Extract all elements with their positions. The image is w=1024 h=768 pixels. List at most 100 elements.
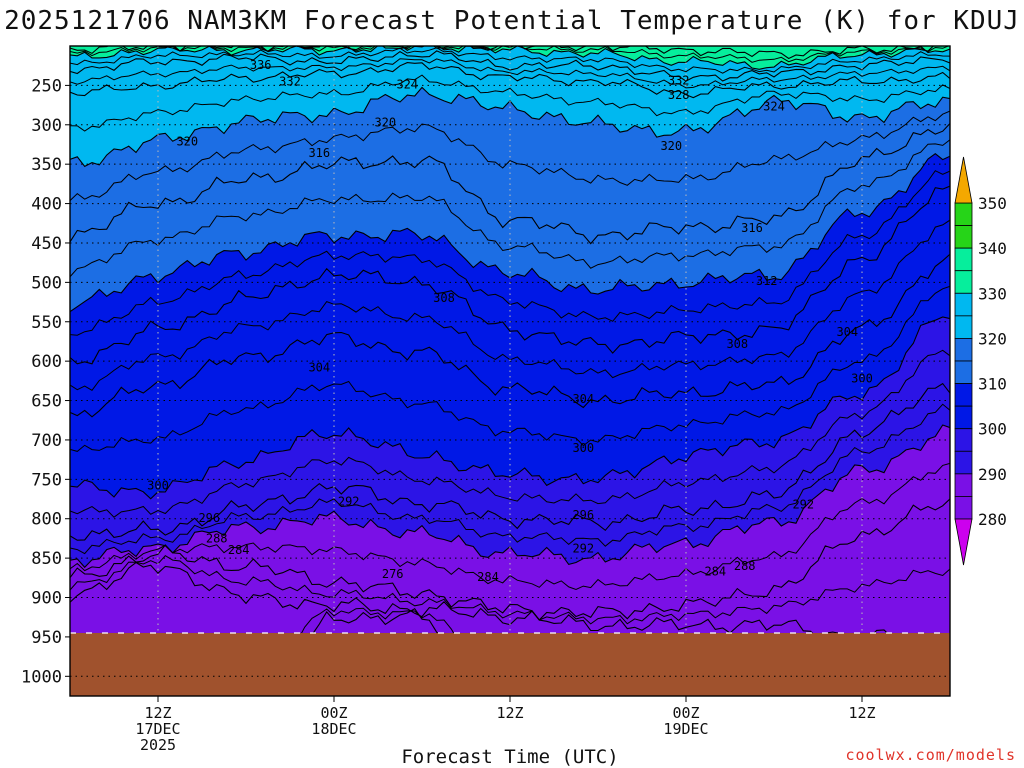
x-tick-label: 19DEC <box>663 720 708 738</box>
contour-label: 300 <box>147 479 169 493</box>
isentrope-336 <box>70 46 935 60</box>
isentrope-mid-296 <box>70 349 950 518</box>
contour-label: 324 <box>396 78 418 92</box>
colorbar-swatch <box>954 383 973 407</box>
site-credit: coolwx.com/models <box>845 746 1016 764</box>
isentrope-mid-324 <box>70 58 950 89</box>
colorbar-min-arrow <box>954 518 973 566</box>
isentrope-mid-300 <box>70 285 950 452</box>
y-tick-label: 700 <box>31 431 62 451</box>
colorbar-tick-label: 320 <box>978 329 1007 348</box>
colorbar-swatch <box>954 428 973 452</box>
colorbar-tick-label: 330 <box>978 284 1007 303</box>
colorbar-tick-label: 290 <box>978 465 1007 484</box>
x-tick-label: 12Z <box>496 704 523 722</box>
isentrope-mid-320 <box>70 74 950 132</box>
colorbar-swatch <box>954 202 973 226</box>
contour-label: 320 <box>374 115 396 129</box>
y-tick-label: 400 <box>31 195 62 215</box>
contour-label: 316 <box>308 146 330 160</box>
x-tick-label: 12Z <box>144 704 171 722</box>
chart-title: 2025121706 NAM3KM Forecast Potential Tem… <box>4 6 1020 36</box>
isentrope-308 <box>70 185 950 365</box>
y-tick-label: 850 <box>31 549 62 569</box>
isentrope-mid-328 <box>70 47 950 74</box>
contour-label: 292 <box>572 542 594 556</box>
contour-label: 296 <box>198 511 220 525</box>
y-tick-label: 300 <box>31 116 62 136</box>
contour-label: 336 <box>250 58 272 72</box>
contour-label: 328 <box>668 88 690 102</box>
contour-fills <box>70 46 950 696</box>
isentrope-328 <box>70 50 950 82</box>
x-axis-label: Forecast Time (UTC) <box>401 746 619 768</box>
contour-label: 320 <box>176 134 198 148</box>
y-tick-label: 950 <box>31 628 62 648</box>
colorbar-swatch <box>954 247 973 272</box>
contour-label: 292 <box>792 498 814 512</box>
contour-label: 284 <box>228 543 250 557</box>
contour-label: 284 <box>704 565 726 579</box>
colorbar-swatch <box>954 360 973 384</box>
colorbar-tick-label: 300 <box>978 420 1007 439</box>
isentrope-mid-292 <box>70 403 950 555</box>
y-axis: 250 300 350 400 450 500 550 600 650 700 750 800 850 9… <box>21 76 70 687</box>
colorbar-swatch <box>954 473 973 497</box>
isentrope-300 <box>70 316 950 500</box>
y-tick-label: 450 <box>31 234 62 254</box>
colorbar-max-arrow <box>954 156 973 204</box>
colorbar-tick-label: 310 <box>978 375 1007 394</box>
y-tick-label: 550 <box>31 313 62 333</box>
colorbar-swatch <box>954 338 973 362</box>
contour-label: 332 <box>668 74 690 88</box>
contour-label: 308 <box>726 337 748 351</box>
contour-label: 296 <box>572 508 594 522</box>
contour-label: 304 <box>308 361 330 375</box>
x-tick-label: 17DEC <box>135 720 180 738</box>
contour-label: 284 <box>477 570 499 584</box>
contour-label: 320 <box>660 139 682 153</box>
terrain <box>70 632 950 696</box>
contour-label: 276 <box>382 567 404 581</box>
contour-label: 324 <box>763 100 785 114</box>
x-tick-label: 00Z <box>320 704 347 722</box>
x-tick-label: 18DEC <box>311 720 356 738</box>
colorbar-swatch <box>954 315 973 339</box>
isentrope-332 <box>70 46 950 70</box>
y-tick-label: 1000 <box>21 667 62 687</box>
x-tick-label: 2025 <box>140 736 176 754</box>
isentrope-324 <box>70 62 950 99</box>
contour-label: 304 <box>572 392 594 406</box>
x-tick-label: 12Z <box>848 704 875 722</box>
isentrope-316 <box>70 123 950 245</box>
isentrope-288 <box>70 498 950 621</box>
contour-label: 312 <box>756 274 778 288</box>
contour-label: 316 <box>741 221 763 235</box>
colorbar-tick-label: 340 <box>978 239 1007 258</box>
contour-label: 308 <box>433 291 455 305</box>
ground-mask <box>70 632 950 696</box>
contour-label: 292 <box>338 494 360 508</box>
colorbar-swatch <box>954 292 973 317</box>
y-tick-label: 750 <box>31 470 62 490</box>
colorbar-tick-label: 350 <box>978 194 1007 213</box>
y-tick-label: 650 <box>31 392 62 412</box>
colorbar-swatch <box>954 405 973 430</box>
colorbar: 280 290 300 310 320 330 340 350 <box>954 156 1007 566</box>
y-tick-label: 350 <box>31 155 62 175</box>
y-tick-label: 900 <box>31 589 62 609</box>
isentrope-mid-316 <box>70 110 950 201</box>
contour-band-332 <box>70 46 950 70</box>
y-tick-label: 500 <box>31 273 62 293</box>
isentrope-320 <box>70 86 950 168</box>
contour-label: 288 <box>734 559 756 573</box>
colorbar-swatch <box>954 450 973 475</box>
contour-label: 304 <box>836 325 858 339</box>
y-tick-label: 600 <box>31 352 62 372</box>
colorbar-swatch <box>954 496 973 520</box>
isentrope-296 <box>70 382 950 541</box>
contour-label: 332 <box>279 75 301 89</box>
